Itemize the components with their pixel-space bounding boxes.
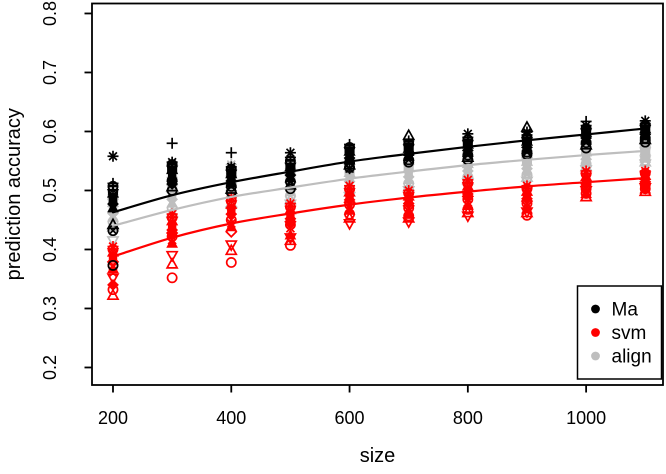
legend-marker-svm (591, 328, 600, 337)
data-point (106, 236, 120, 248)
legend-marker-Ma (591, 304, 600, 314)
data-point (107, 150, 119, 162)
data-point (579, 189, 593, 202)
y-axis-tick-label: 0.7 (40, 60, 60, 85)
data-point (165, 250, 179, 263)
data-point (106, 217, 120, 230)
data-point (638, 159, 652, 172)
y-axis-tick-label: 0.2 (40, 355, 60, 380)
legend-label-Ma: Ma (612, 300, 639, 321)
data-point (521, 209, 533, 221)
data-point (106, 273, 120, 285)
data-point (579, 185, 593, 198)
data-point (403, 210, 415, 222)
y-axis-tick-label: 0.3 (40, 296, 60, 321)
data-point (344, 162, 356, 173)
data-point (166, 237, 179, 248)
x-axis-tick-label: 600 (335, 408, 365, 428)
trend-curve-align (111, 149, 647, 227)
x-axis-tick-label: 800 (453, 408, 483, 428)
x-axis-tick-label: 1000 (566, 408, 606, 428)
data-point (107, 262, 119, 274)
data-point (344, 208, 356, 220)
series-points-Ma (106, 115, 652, 271)
data-point (638, 184, 652, 197)
data-point (283, 233, 297, 245)
data-point (224, 240, 238, 252)
legend-marker-align (591, 351, 600, 361)
x-axis: 200 400 600 800 1000 (98, 385, 606, 428)
data-point (166, 272, 178, 284)
data-point (225, 257, 237, 268)
data-point (225, 147, 237, 159)
data-point (284, 239, 296, 251)
trend-curve-svm (111, 176, 647, 258)
trend-curve-Ma (111, 127, 647, 214)
y-axis-title: prediction accuracy (3, 108, 25, 280)
data-point (224, 243, 238, 256)
data-point (106, 288, 120, 301)
data-point (580, 142, 592, 154)
data-point (107, 284, 119, 296)
data-point (285, 223, 296, 233)
y-axis-tick-label: 0.4 (40, 237, 60, 262)
data-point (461, 211, 475, 223)
data-point (403, 156, 415, 168)
plot-border (91, 2, 664, 386)
y-axis-tick-label: 0.8 (40, 1, 60, 26)
data-point (284, 215, 297, 228)
x-axis-tick-label: 400 (216, 408, 246, 428)
data-point (165, 257, 179, 269)
data-point (402, 217, 416, 229)
legend-label-align: align (612, 347, 652, 368)
legend-label-svm: svm (612, 323, 647, 344)
data-point (462, 203, 474, 215)
data-point (580, 187, 592, 199)
data-point (520, 176, 534, 189)
data-point (402, 128, 416, 141)
y-axis-tick-label: 0.5 (40, 178, 60, 203)
data-point (107, 259, 119, 271)
data-point (108, 254, 118, 263)
data-point (225, 220, 238, 232)
data-point (343, 218, 357, 231)
data-point (638, 183, 652, 195)
y-axis-tick-label: 0.6 (40, 119, 60, 144)
data-point (166, 137, 178, 149)
data-point (520, 207, 534, 219)
data-point (520, 120, 534, 132)
y-axis: 0.2 0.3 0.4 0.5 0.6 0.7 0.8 (40, 1, 92, 380)
x-axis-title: size (360, 445, 396, 467)
x-axis-tick-label: 200 (98, 408, 128, 428)
data-point (639, 136, 651, 148)
series-points-svm (106, 165, 652, 301)
